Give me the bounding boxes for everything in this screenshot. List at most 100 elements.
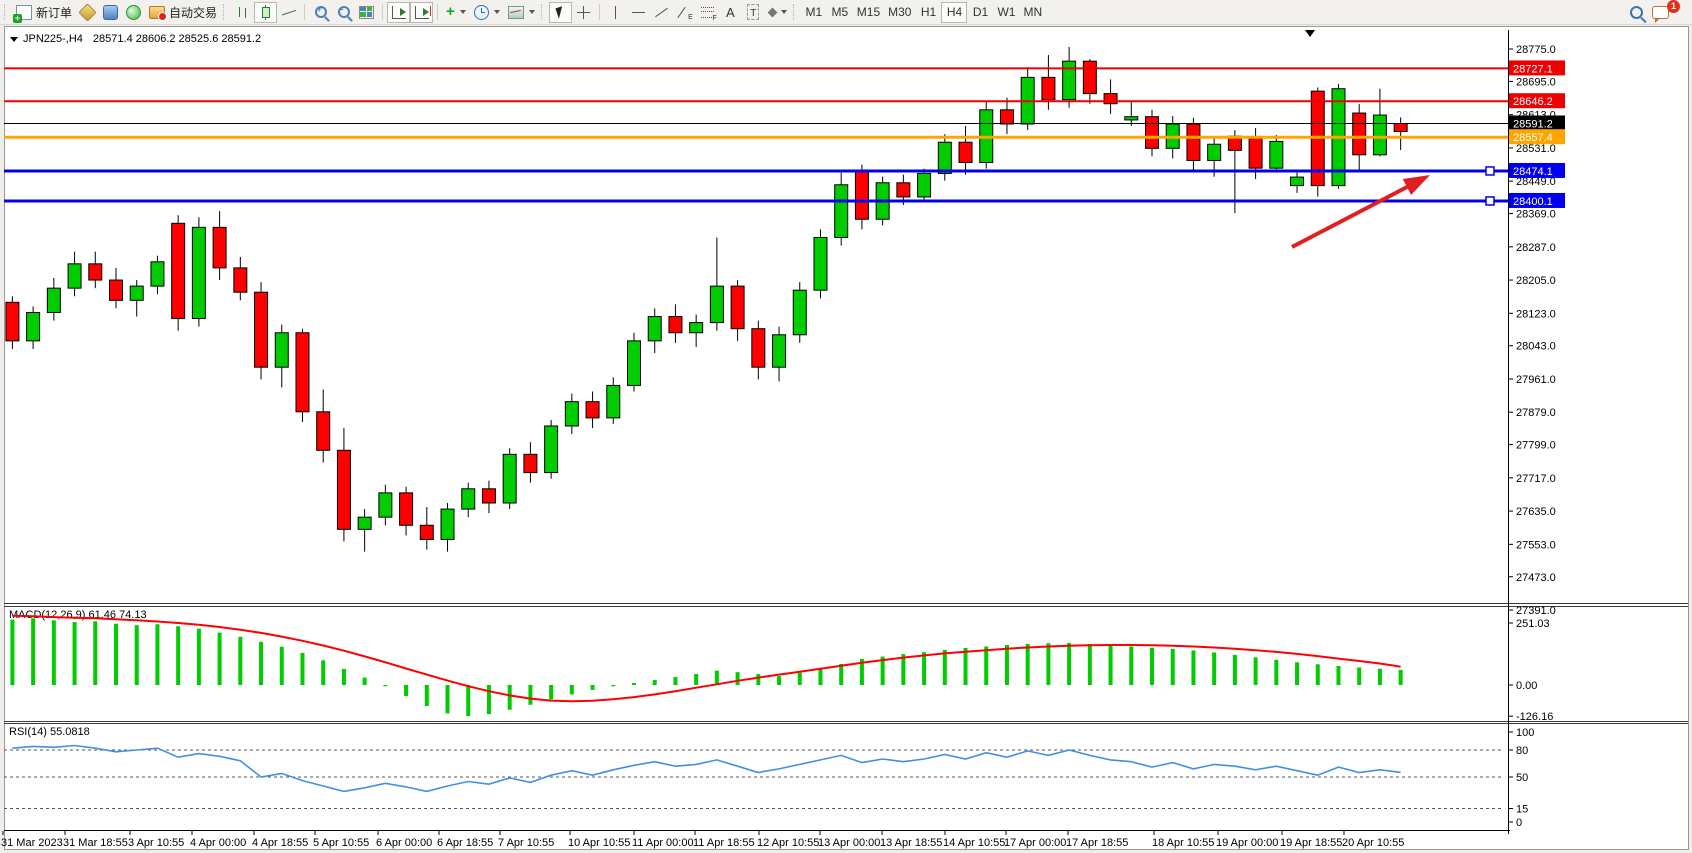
toolbar: 新订单 自动交易 [0,0,1692,25]
auto-scroll-button[interactable] [387,1,411,23]
timeframe-button-H4[interactable]: H4 [941,1,968,23]
terminal-button[interactable] [122,2,145,23]
dropdown-caret-icon [780,10,787,14]
templates-button[interactable] [504,2,539,23]
horizontal-line-icon [631,11,645,13]
text-icon [726,5,735,20]
notifications-button[interactable]: 1 [1648,0,1690,23]
zoom-in-icon [314,5,327,18]
template-icon [507,5,524,19]
trendline-icon [654,7,668,17]
gem-icon [78,2,97,22]
clock-icon [473,4,489,20]
candlestick-chart-button[interactable] [254,1,278,23]
new-order-label: 新订单 [36,5,73,20]
candlestick-icon [261,4,270,20]
chat-icon [1652,5,1669,23]
toolbar-grip[interactable] [792,4,797,20]
rsi-name: RSI(14) [9,726,47,738]
add-indicator-icon [446,5,455,19]
tile-windows-button[interactable] [355,2,378,23]
toolbar-separator [382,4,384,20]
timeframe-button-D1[interactable]: D1 [967,2,993,23]
autotrading-button[interactable]: 自动交易 [145,2,221,23]
rsi-value: 55.0818 [49,726,90,738]
toolbar-separator [437,4,439,20]
fibonacci-button[interactable] [696,2,719,23]
new-order-button[interactable]: 新订单 [12,2,76,23]
zoom-out-icon [337,5,350,18]
toolbar-group-objects [548,0,791,24]
label-button[interactable] [742,2,765,23]
toolbar-separator [304,4,306,20]
channel-button[interactable] [673,2,696,23]
shapes-icon [767,7,778,17]
chart-shift-button[interactable] [410,1,434,23]
auto-scroll-icon [391,5,406,19]
zoom-out-button[interactable] [332,2,355,23]
hline-handle[interactable] [1485,166,1495,176]
hline-handle[interactable] [1485,196,1495,206]
horizontal-line-button[interactable] [627,2,650,23]
timeframe-group: M1 M5 M15 M30 H1 H4 D1 W1 MN [801,0,1046,24]
timeframe-button-M5[interactable]: M5 [827,2,853,23]
bar-chart-button[interactable] [231,2,254,23]
toolbar-group-chart-type [231,0,539,24]
indicators-button[interactable] [442,2,470,23]
macd-indicator-label: MACD(12,26,9) 61.46 74.13 [9,609,147,621]
periods-button[interactable] [470,2,504,23]
bar-chart-icon [236,6,249,18]
toolbar-group-trade: 新订单 自动交易 [2,0,221,24]
navigator-icon [103,4,119,20]
search-icon [1630,5,1643,19]
timeframe-button-W1[interactable]: W1 [993,2,1019,23]
cursor-button[interactable] [548,1,572,23]
notification-badge: 1 [1667,0,1680,13]
vertical-line-button[interactable] [604,2,627,23]
chart-window [4,26,1689,850]
trendline-button[interactable] [650,2,673,23]
chart-symbol-period: JPN225-,H4 [23,33,83,45]
macd-name: MACD(12,26,9) [9,609,86,621]
new-order-icon [13,4,32,23]
autotrading-label: 自动交易 [169,5,218,20]
dropdown-caret-icon [528,10,535,14]
toolbar-grip[interactable] [540,4,545,20]
label-icon [747,4,760,20]
crosshair-button[interactable] [572,2,595,23]
navigator-button[interactable] [99,2,122,23]
text-button[interactable] [719,2,742,23]
chart-ohlc-values: 28571.4 28606.2 28525.6 28591.2 [92,33,262,45]
timeframe-button-MN[interactable]: MN [1019,2,1046,23]
channel-icon [678,6,693,21]
toolbar-grip[interactable] [223,4,227,20]
crosshair-icon [576,5,590,19]
zoom-in-button[interactable] [309,2,332,23]
autotrading-icon [149,5,168,21]
timeframe-button-M30[interactable]: M30 [884,2,915,23]
line-chart-icon [282,7,296,17]
market-watch-button[interactable] [76,2,99,23]
dropdown-caret-icon [493,10,500,14]
symbol-dropdown-icon[interactable] [10,37,18,42]
shapes-button[interactable] [765,2,791,23]
timeframe-button-H1[interactable]: H1 [915,2,941,23]
vertical-line-icon [614,5,616,19]
macd-values: 61.46 74.13 [88,609,147,621]
chart-title: JPN225-,H4 28571.4 28606.2 28525.6 28591.… [10,33,261,45]
cursor-icon [555,5,566,19]
toolbar-separator [598,4,600,20]
line-chart-button[interactable] [277,2,300,23]
fibonacci-icon [700,6,717,22]
toolbar-grip[interactable] [4,4,8,20]
timeframe-button-M15[interactable]: M15 [853,2,884,23]
search-button[interactable] [1625,2,1648,23]
tile-windows-icon [359,5,375,19]
trend-arrow-line[interactable] [1291,182,1414,249]
trend-arrow-head[interactable] [1402,175,1430,196]
dropdown-caret-icon [459,10,466,14]
signal-icon [126,4,142,20]
timeframe-button-M1[interactable]: M1 [801,2,827,23]
rsi-indicator-label: RSI(14) 55.0818 [9,726,90,738]
chart-shift-icon [414,5,431,19]
